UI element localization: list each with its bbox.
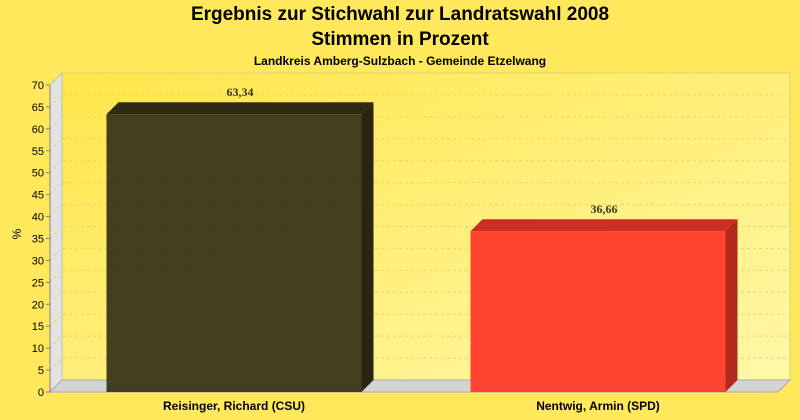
y-tick-label: 55 [32,146,44,158]
chart-title: Ergebnis zur Stichwahl zur Landratswahl … [190,4,610,25]
bar-side [725,219,738,392]
bar-top [470,219,738,232]
y-tick-label: 65 [32,102,44,114]
y-tick-label: 35 [32,234,44,246]
bar-front [106,114,362,392]
y-tick-label: 20 [32,299,44,311]
bar-value-label: 63,34 [227,85,254,99]
y-tick-label: 30 [32,255,44,267]
y-tick-label: 50 [32,168,44,180]
y-tick-label: 45 [32,190,44,202]
y-tick-label: 0 [38,387,44,399]
y-tick-label: 60 [32,124,44,136]
y-tick-label: 70 [32,80,44,92]
bar: 63,34 [106,85,374,392]
y-axis: 0 5 10 15 20 25 30 35 40 45 50 55 60 65 70 [32,80,51,399]
y-tick-label: 15 [32,321,44,333]
chart-title-line2: Stimmen in Prozent [311,29,489,50]
x-axis: Reisinger, Richard (CSU) Nentwig, Armin (… [163,399,660,413]
y-tick-label: 40 [32,212,44,224]
bar-front [470,231,726,392]
y-axis-label: % [10,228,24,239]
y-tick-label: 5 [38,365,44,377]
bar: 36,66 [470,202,738,392]
bar-side [361,102,374,392]
chart-subtitle: Landkreis Amberg-Sulzbach - Gemeinde Etz… [253,54,547,68]
x-tick-label: Nentwig, Armin (SPD) [536,399,660,413]
bars: 63,34 36,66 [106,85,738,392]
bar-value-label: 36,66 [591,202,618,216]
y-tick-label: 10 [32,343,44,355]
x-tick-label: Reisinger, Richard (CSU) [163,399,305,413]
bar-top [106,102,374,115]
y-tick-label: 25 [32,277,44,289]
